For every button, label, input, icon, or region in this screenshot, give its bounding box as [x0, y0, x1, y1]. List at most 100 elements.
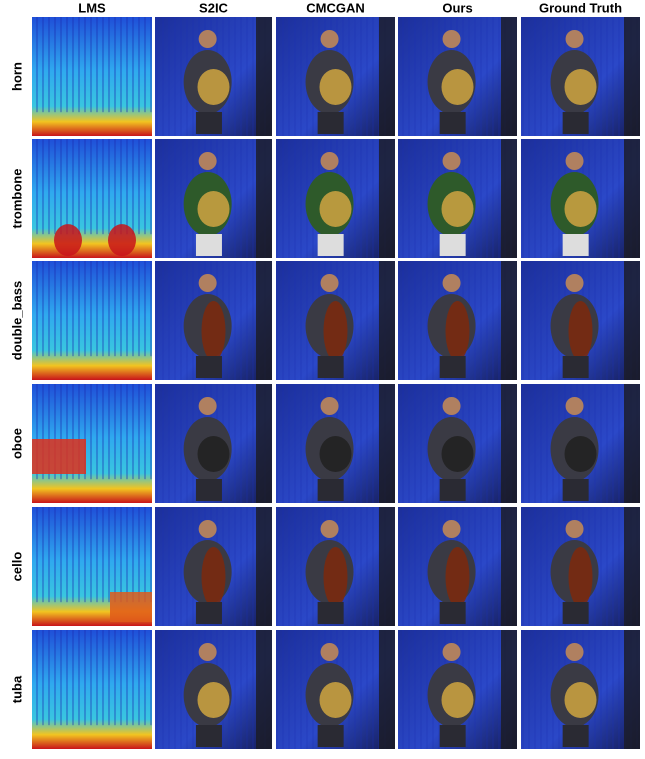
instrument	[565, 682, 597, 718]
image	[276, 139, 395, 258]
column-header: S2IC	[199, 0, 229, 15]
instrument	[565, 436, 597, 472]
person-head	[321, 643, 339, 661]
instrument	[446, 301, 470, 361]
legs	[318, 112, 344, 134]
legs	[196, 112, 222, 134]
row-label: double_bass	[9, 281, 24, 360]
row-label: oboe	[9, 428, 24, 459]
column-header: CMCGAN	[306, 0, 365, 15]
person-head	[199, 274, 217, 292]
column-header: Ours	[442, 0, 472, 15]
legs	[440, 112, 466, 134]
instrument	[324, 547, 348, 607]
side-panel	[256, 384, 272, 503]
side-panel	[501, 384, 517, 503]
legs	[440, 356, 466, 378]
image	[155, 261, 272, 380]
person-head	[566, 274, 584, 292]
instrument	[198, 69, 230, 105]
spectrogram-band	[110, 592, 152, 622]
spectrogram-band	[32, 439, 86, 474]
person-head	[321, 520, 339, 538]
spectrogram-texture	[32, 507, 152, 602]
person-head	[566, 643, 584, 661]
person-head	[321, 274, 339, 292]
instrument	[198, 682, 230, 718]
instrument	[565, 69, 597, 105]
instrument	[565, 191, 597, 227]
side-panel	[256, 139, 272, 258]
image	[398, 17, 517, 136]
image	[155, 507, 272, 626]
side-panel	[624, 507, 640, 626]
instrument	[324, 301, 348, 361]
column-header: Ground Truth	[539, 0, 622, 15]
image	[276, 384, 395, 503]
instrument	[198, 436, 230, 472]
person-head	[443, 397, 461, 415]
legs	[563, 234, 589, 256]
instrument	[446, 547, 470, 607]
person-head	[443, 152, 461, 170]
legs	[440, 479, 466, 501]
legs	[318, 356, 344, 378]
spectrogram	[32, 261, 152, 380]
spectrogram	[32, 139, 152, 258]
instrument	[198, 191, 230, 227]
legs	[563, 602, 589, 624]
side-panel	[624, 261, 640, 380]
person-head	[199, 643, 217, 661]
image	[398, 507, 517, 626]
instrument	[569, 301, 593, 361]
side-panel	[624, 139, 640, 258]
person-head	[566, 397, 584, 415]
row-label: horn	[9, 62, 24, 91]
person-head	[443, 643, 461, 661]
row-label: tuba	[9, 675, 24, 703]
person-head	[199, 520, 217, 538]
spectrogram	[32, 630, 152, 749]
spectrogram-texture	[32, 630, 152, 725]
person-head	[443, 30, 461, 48]
spectrogram	[32, 507, 152, 626]
side-panel	[501, 507, 517, 626]
image	[276, 261, 395, 380]
row-label: trombone	[9, 169, 24, 229]
image	[398, 261, 517, 380]
side-panel	[379, 17, 395, 136]
legs	[196, 234, 222, 256]
legs	[440, 602, 466, 624]
spectrogram-blob	[108, 224, 136, 256]
instrument	[442, 436, 474, 472]
side-panel	[501, 261, 517, 380]
person-head	[321, 397, 339, 415]
instrument	[442, 191, 474, 227]
instrument	[569, 547, 593, 607]
image	[155, 139, 272, 258]
side-panel	[501, 17, 517, 136]
instrument	[320, 191, 352, 227]
person-head	[321, 30, 339, 48]
legs	[563, 725, 589, 747]
legs	[440, 725, 466, 747]
side-panel	[256, 507, 272, 626]
image	[155, 17, 272, 136]
legs	[318, 725, 344, 747]
instrument	[320, 436, 352, 472]
side-panel	[501, 139, 517, 258]
image	[521, 507, 640, 626]
legs	[318, 479, 344, 501]
side-panel	[379, 261, 395, 380]
image	[155, 630, 272, 749]
image	[276, 17, 395, 136]
side-panel	[379, 384, 395, 503]
person-head	[321, 152, 339, 170]
legs	[318, 234, 344, 256]
side-panel	[379, 630, 395, 749]
legs	[563, 479, 589, 501]
spectrogram-texture	[32, 17, 152, 112]
instrument	[320, 682, 352, 718]
legs	[196, 602, 222, 624]
side-panel	[379, 507, 395, 626]
